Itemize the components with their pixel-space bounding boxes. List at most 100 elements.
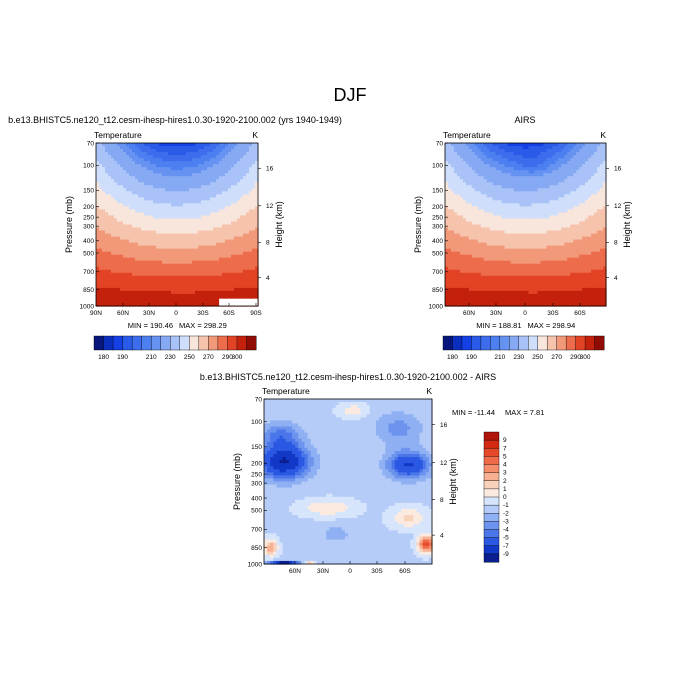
field-cell — [204, 218, 208, 223]
field-cell — [159, 260, 163, 265]
field-cell — [237, 251, 241, 256]
field-cell — [171, 197, 175, 201]
field-cell — [249, 239, 253, 244]
field-cell — [120, 164, 124, 168]
field-cell — [219, 206, 223, 211]
field-cell — [198, 263, 202, 268]
field-cell — [507, 176, 512, 180]
field-cell — [498, 197, 503, 201]
field-cell — [144, 275, 148, 280]
field-cell — [207, 203, 211, 207]
colorbar-label: 230 — [165, 354, 176, 361]
field-cell — [453, 227, 458, 232]
field-cell — [567, 155, 571, 159]
field-cell — [573, 164, 577, 168]
field-cell — [498, 224, 503, 229]
field-cell — [114, 203, 118, 207]
field-cell — [195, 278, 199, 283]
field-cell — [105, 197, 109, 201]
field-cell — [180, 152, 184, 156]
field-cell — [525, 203, 530, 207]
field-cell — [195, 206, 199, 211]
field-cell — [447, 170, 452, 174]
field-cell — [255, 155, 259, 159]
field-cell — [558, 203, 562, 207]
field-cell — [228, 239, 232, 244]
field-cell — [105, 296, 109, 301]
field-cell — [186, 293, 190, 298]
field-cell — [153, 185, 157, 189]
field-cell — [246, 242, 250, 247]
field-cell — [153, 242, 157, 247]
field-cell — [183, 161, 187, 165]
field-cell — [168, 275, 172, 280]
field-cell — [186, 296, 190, 301]
field-cell — [231, 164, 235, 168]
field-cell — [135, 215, 139, 220]
field-cell — [168, 194, 172, 198]
field-cell — [120, 239, 124, 244]
field-cell — [465, 227, 470, 232]
field-cell — [558, 206, 562, 211]
field-cell — [486, 236, 491, 241]
field-cell — [573, 206, 577, 211]
field-cell — [495, 182, 500, 186]
field-cell — [603, 242, 607, 247]
field-cell — [537, 185, 542, 189]
field-cell — [516, 161, 521, 165]
field-cell — [549, 248, 553, 253]
field-cell — [549, 197, 553, 201]
field-cell — [132, 284, 136, 289]
field-cell — [117, 275, 121, 280]
field-cell — [168, 215, 172, 220]
field-cell — [138, 143, 142, 147]
field-cell — [96, 158, 100, 162]
field-cell — [192, 299, 196, 304]
field-cell — [138, 227, 142, 232]
field-cell — [234, 209, 238, 214]
field-cell — [579, 152, 583, 156]
field-cell — [144, 260, 148, 265]
field-cell — [453, 146, 458, 150]
field-cell — [225, 191, 229, 195]
field-cell — [195, 233, 199, 238]
field-cell — [477, 191, 482, 195]
field-cell — [471, 161, 476, 165]
field-cell — [555, 161, 559, 165]
field-cell — [195, 209, 199, 214]
field-cell — [540, 185, 544, 189]
field-cell — [513, 152, 518, 156]
field-cell — [498, 143, 503, 147]
field-cell — [579, 176, 583, 180]
field-cell — [222, 146, 226, 150]
field-cell — [105, 182, 109, 186]
field-cell — [570, 206, 574, 211]
field-cell — [183, 182, 187, 186]
field-cell — [468, 182, 473, 186]
field-cell — [246, 236, 250, 241]
field-cell — [495, 164, 500, 168]
field-cell — [240, 176, 244, 180]
field-cell — [246, 206, 250, 211]
field-cell — [102, 185, 106, 189]
field-cell — [540, 203, 544, 207]
field-cell — [156, 281, 160, 286]
field-cell — [180, 218, 184, 223]
field-cell — [534, 236, 539, 241]
field-cell — [120, 179, 124, 183]
field-cell — [159, 164, 163, 168]
field-cell — [165, 275, 169, 280]
field-cell — [249, 215, 253, 220]
field-cell — [445, 191, 449, 195]
field-cell — [177, 206, 181, 211]
field-cell — [582, 194, 586, 198]
field-cell — [462, 149, 467, 153]
field-cell — [489, 197, 494, 201]
field-cell — [513, 239, 518, 244]
field-cell — [99, 170, 103, 174]
field-cell — [117, 173, 121, 177]
field-cell — [462, 167, 467, 171]
field-cell — [445, 245, 449, 250]
field-cell — [168, 248, 172, 253]
field-cell — [516, 176, 521, 180]
